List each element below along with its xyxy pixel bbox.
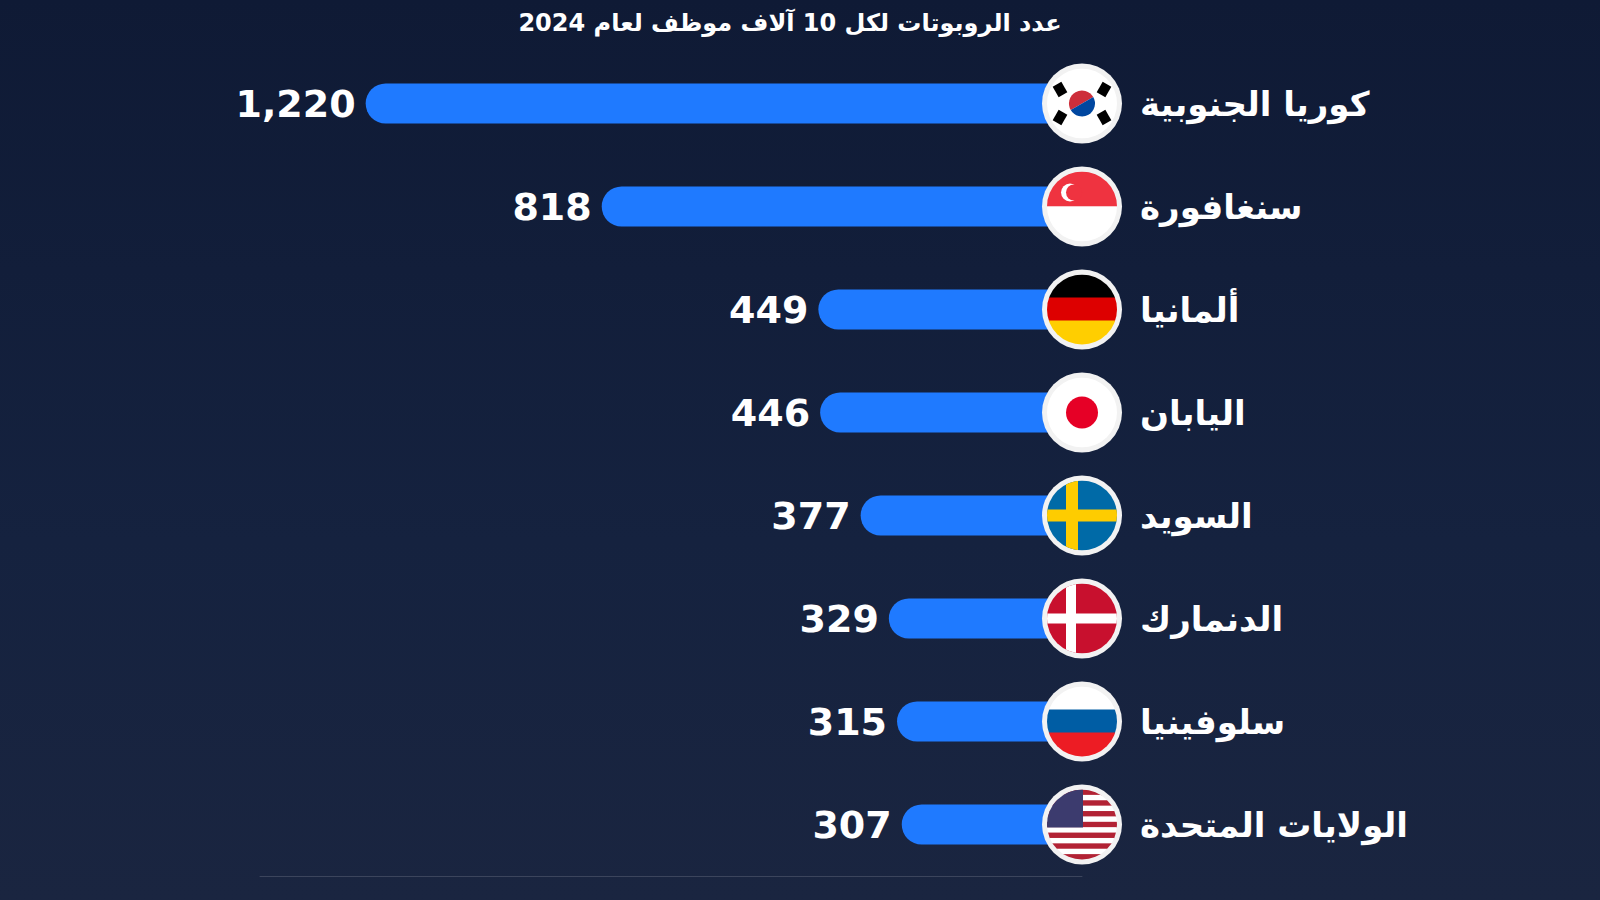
- svg-text:سنغافورة: سنغافورة: [1140, 187, 1303, 228]
- svg-text:الدنمارك: الدنمارك: [1140, 599, 1283, 639]
- svg-text:377: 377: [771, 494, 850, 538]
- svg-text:315: 315: [808, 700, 887, 744]
- svg-text:1,220: 1,220: [235, 82, 355, 126]
- svg-text:عدد الروبوتات لكل 10 آلاف موظف: عدد الروبوتات لكل 10 آلاف موظف لعام 2024: [518, 8, 1061, 37]
- svg-text:818: 818: [512, 185, 591, 229]
- svg-text:سلوفينيا: سلوفينيا: [1140, 702, 1285, 743]
- svg-text:كوريا الجنوبية: كوريا الجنوبية: [1140, 84, 1370, 125]
- svg-text:ألمانيا: ألمانيا: [1140, 288, 1239, 330]
- svg-text:449: 449: [729, 288, 808, 332]
- svg-text:الولايات المتحدة: الولايات المتحدة: [1140, 805, 1408, 846]
- svg-text:307: 307: [812, 803, 891, 847]
- svg-text:اليابان: اليابان: [1140, 393, 1246, 433]
- svg-text:446: 446: [731, 391, 810, 435]
- svg-text:329: 329: [800, 597, 879, 641]
- svg-text:السويد: السويد: [1140, 496, 1253, 537]
